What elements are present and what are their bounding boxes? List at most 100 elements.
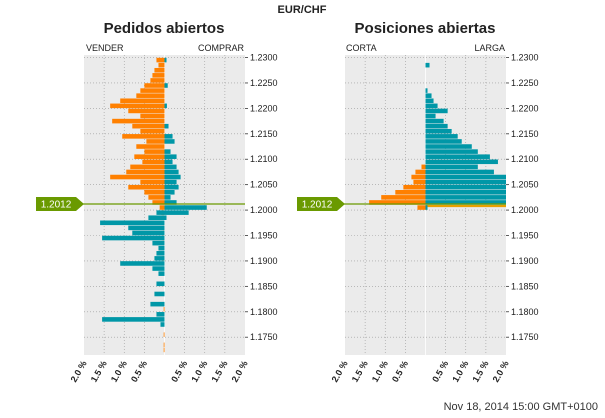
bar-comprar <box>164 179 177 185</box>
bar-vender <box>144 190 165 195</box>
bar-larga <box>425 139 462 144</box>
label-larga: LARGA <box>474 43 505 53</box>
x-tick-label: 1.0 % <box>189 359 209 384</box>
bar-comprar <box>164 103 167 109</box>
bar-vender <box>134 154 165 159</box>
bar-vender <box>154 67 165 73</box>
bar-vender <box>140 113 165 119</box>
y-tick-label: 1.2300 <box>250 53 278 63</box>
y-tick-label: 1.1800 <box>250 307 278 317</box>
y-tick-label: 1.1900 <box>250 256 278 266</box>
bar-vender <box>158 62 165 68</box>
y-tick-label: 1.1900 <box>511 256 539 266</box>
bar-larga <box>425 93 432 98</box>
x-tick-label: 1.0 % <box>450 359 470 384</box>
bar-larga <box>425 179 506 185</box>
bar-vender <box>120 98 165 104</box>
x-tick-label: 2.0 % <box>69 359 89 384</box>
current-price-tag-2: 1.2012 <box>297 196 345 211</box>
bar-comprar <box>164 154 177 159</box>
price-tag-shape <box>297 196 345 211</box>
bar-vender <box>159 205 165 210</box>
bar-corta <box>413 179 426 185</box>
bar-vender <box>163 332 165 337</box>
x-tick-label: 1.5 % <box>350 359 370 384</box>
x-tick-label: 0.5 % <box>390 359 410 384</box>
panel-open-positions: Posiciones abiertas CORTA LARGA 1.23001.… <box>330 20 539 384</box>
bar-vender <box>163 342 165 348</box>
y-tick-label: 1.1950 <box>250 231 278 241</box>
bar-corta <box>417 205 426 210</box>
panel-title-open-orders: Pedidos abiertos <box>104 20 225 37</box>
y-tick-label: 1.2250 <box>511 78 539 88</box>
bar-corta <box>403 184 426 190</box>
y-tick-label: 1.1800 <box>511 307 539 317</box>
bar-comprar <box>164 174 181 180</box>
bar-corta <box>369 200 426 205</box>
bar-vender <box>132 230 165 236</box>
bar-larga <box>425 88 428 93</box>
bar-vender <box>136 93 165 98</box>
y-tick-label: 1.2000 <box>511 205 539 215</box>
bar-larga <box>425 154 490 159</box>
bars-open-positions <box>342 62 506 210</box>
bar-larga <box>425 184 506 190</box>
timestamp-footer: Nov 18, 2014 15:00 GMT+0100 <box>444 401 598 413</box>
bar-vender <box>152 73 165 78</box>
bar-larga <box>425 195 506 200</box>
y-axis-open-positions: 1.2300 1.2250 1.2200 1.2150 1.2100 1.2050 1.20… <box>506 53 539 342</box>
y-axis-open-orders: 1.2300 1.2250 1.2200 1.2150 1.2100 1.2050 1.20… <box>245 53 278 342</box>
price-tag-text: 1.2012 <box>41 199 72 210</box>
y-tick-label: 1.2050 <box>511 180 539 190</box>
bar-vender <box>128 184 165 190</box>
bar-larga <box>425 98 434 104</box>
y-tick-label: 1.2250 <box>250 78 278 88</box>
bar-larga <box>425 190 506 195</box>
bar-corta <box>421 164 426 170</box>
bar-vender <box>136 144 165 149</box>
bar-vender <box>156 312 165 317</box>
bar-comprar <box>164 215 167 220</box>
y-tick-label: 1.2150 <box>250 129 278 139</box>
bar-vender <box>112 118 165 124</box>
bar-vender <box>160 322 165 327</box>
bar-comprar <box>164 190 175 195</box>
y-tick-label: 1.1750 <box>511 332 539 342</box>
bar-vender <box>100 220 165 226</box>
bar-vender <box>128 225 165 231</box>
bar-vender <box>150 78 165 83</box>
bar-vender <box>126 169 165 175</box>
bar-larga <box>425 123 448 129</box>
y-tick-label: 1.1850 <box>250 281 278 291</box>
panel-title-open-positions: Posiciones abiertas <box>355 20 496 37</box>
bar-vender <box>163 347 165 353</box>
y-tick-label: 1.2100 <box>250 154 278 164</box>
bar-vender <box>144 83 165 88</box>
bar-comprar <box>164 184 179 190</box>
bar-corta <box>381 195 426 200</box>
bar-comprar <box>164 149 171 154</box>
bar-larga <box>425 144 472 149</box>
bar-larga <box>425 118 444 124</box>
grid-open-orders <box>84 55 245 355</box>
x-tick-label: 1.5 % <box>470 359 490 384</box>
bar-vender <box>150 301 165 307</box>
bar-comprar <box>164 134 173 139</box>
bar-larga <box>425 205 428 210</box>
bar-vender <box>140 179 165 185</box>
bars-open-orders <box>81 57 245 353</box>
y-tick-label: 1.1950 <box>511 231 539 241</box>
x-tick-label: 0.5 % <box>169 359 189 384</box>
bar-vender <box>158 245 165 251</box>
bar-vender <box>156 210 165 215</box>
bar-larga <box>425 108 448 114</box>
bar-corta <box>415 169 426 175</box>
bar-larga <box>425 159 498 165</box>
bar-larga <box>425 62 430 68</box>
bar-larga <box>425 164 478 170</box>
bar-vender <box>102 235 165 241</box>
x-tick-label: 2.0 % <box>330 359 350 384</box>
bar-vender <box>110 103 165 109</box>
bar-larga <box>425 134 458 139</box>
